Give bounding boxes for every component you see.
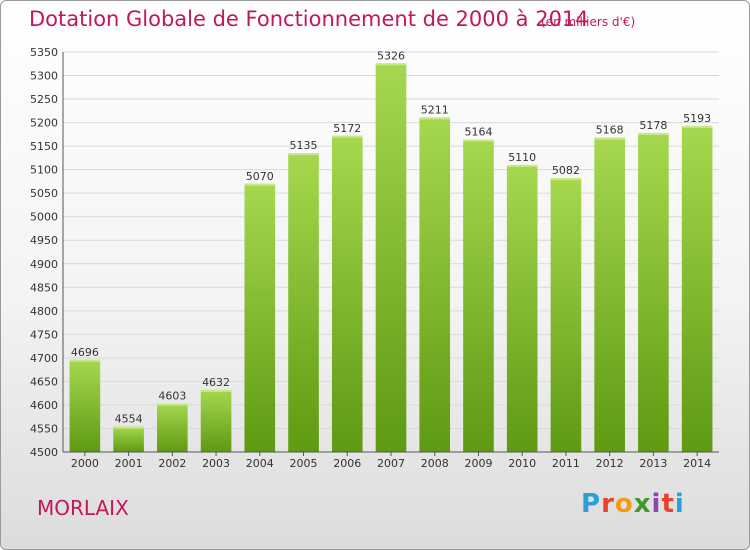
bar-highlight (550, 178, 582, 181)
x-tick-label: 2014 (683, 457, 711, 470)
bar-value-label: 5178 (639, 119, 667, 132)
bar-highlight (463, 139, 494, 142)
bar-value-label: 4554 (115, 413, 143, 426)
y-tick-label: 5200 (30, 117, 58, 130)
y-tick-label: 4550 (30, 422, 58, 435)
bar-value-label: 5164 (464, 126, 492, 139)
x-tick-label: 2010 (508, 457, 536, 470)
x-tick-label: 2005 (290, 457, 318, 470)
x-tick-label: 2003 (202, 457, 230, 470)
y-tick-label: 4600 (30, 399, 58, 412)
bar-highlight (157, 403, 188, 406)
bar (681, 125, 713, 452)
chart-title: Dotation Globale de Fonctionnement de 20… (29, 7, 589, 31)
bar-highlight (331, 135, 363, 138)
bar-value-label: 5070 (246, 170, 274, 183)
bar-highlight (244, 183, 276, 186)
bar-value-label: 4696 (71, 346, 99, 359)
x-tick-label: 2008 (421, 457, 449, 470)
bar-highlight (638, 132, 669, 135)
y-tick-label: 4700 (30, 352, 58, 365)
y-tick-label: 4500 (30, 446, 58, 459)
y-tick-label: 5000 (30, 211, 58, 224)
y-tick-label: 5300 (30, 70, 58, 83)
x-tick-label: 2011 (552, 457, 580, 470)
bar (638, 132, 669, 453)
x-tick-label: 2002 (158, 457, 186, 470)
y-tick-label: 5150 (30, 140, 58, 153)
bar-value-label: 4632 (202, 376, 230, 389)
x-tick-label: 2000 (71, 457, 99, 470)
bar-value-label: 5135 (290, 139, 318, 152)
bar (331, 135, 363, 452)
y-tick-label: 4750 (30, 328, 58, 341)
bar-value-label: 5082 (552, 164, 580, 177)
bar-highlight (594, 137, 625, 140)
bar-value-label: 5326 (377, 49, 405, 62)
chart-subtitle: (en milliers d'€) (541, 15, 636, 29)
bar (288, 153, 319, 453)
y-tick-label: 4950 (30, 234, 58, 247)
bar-highlight (69, 359, 101, 362)
bar-value-label: 5193 (683, 112, 711, 125)
y-tick-label: 4850 (30, 281, 58, 294)
bar (419, 117, 451, 452)
y-tick-label: 4800 (30, 305, 58, 318)
y-tick-label: 4900 (30, 258, 58, 271)
bar-value-label: 5110 (508, 151, 536, 164)
x-tick-label: 2001 (115, 457, 143, 470)
bar (550, 178, 582, 452)
bar-highlight (375, 63, 407, 66)
x-tick-label: 2006 (333, 457, 361, 470)
bar (157, 403, 188, 452)
bar (506, 164, 538, 453)
proxiti-logo: Proxiti (581, 489, 685, 519)
bar-value-label: 5172 (333, 122, 361, 135)
x-tick-label: 2012 (596, 457, 624, 470)
y-tick-label: 4650 (30, 375, 58, 388)
x-tick-label: 2009 (464, 457, 492, 470)
bar-highlight (288, 153, 319, 156)
y-tick-label: 5250 (30, 93, 58, 106)
bar-value-label: 5168 (596, 124, 624, 137)
bar (594, 137, 625, 452)
bar-highlight (506, 164, 538, 167)
x-tick-label: 2004 (246, 457, 274, 470)
y-tick-label: 5050 (30, 187, 58, 200)
y-tick-label: 5350 (30, 46, 58, 59)
bar (113, 426, 144, 452)
bar (200, 389, 232, 452)
x-tick-label: 2007 (377, 457, 405, 470)
y-tick-label: 5100 (30, 164, 58, 177)
commune-name: MORLAIX (37, 496, 129, 520)
bar-highlight (200, 389, 232, 392)
bar-highlight (681, 125, 713, 128)
bar-value-label: 5211 (421, 103, 449, 116)
bar-value-label: 4603 (158, 390, 186, 403)
bar-highlight (113, 426, 144, 429)
bar-highlight (419, 117, 451, 120)
bar (463, 139, 494, 452)
bar (244, 183, 276, 452)
bar (375, 63, 407, 452)
x-tick-label: 2013 (639, 457, 667, 470)
bar (69, 359, 101, 452)
